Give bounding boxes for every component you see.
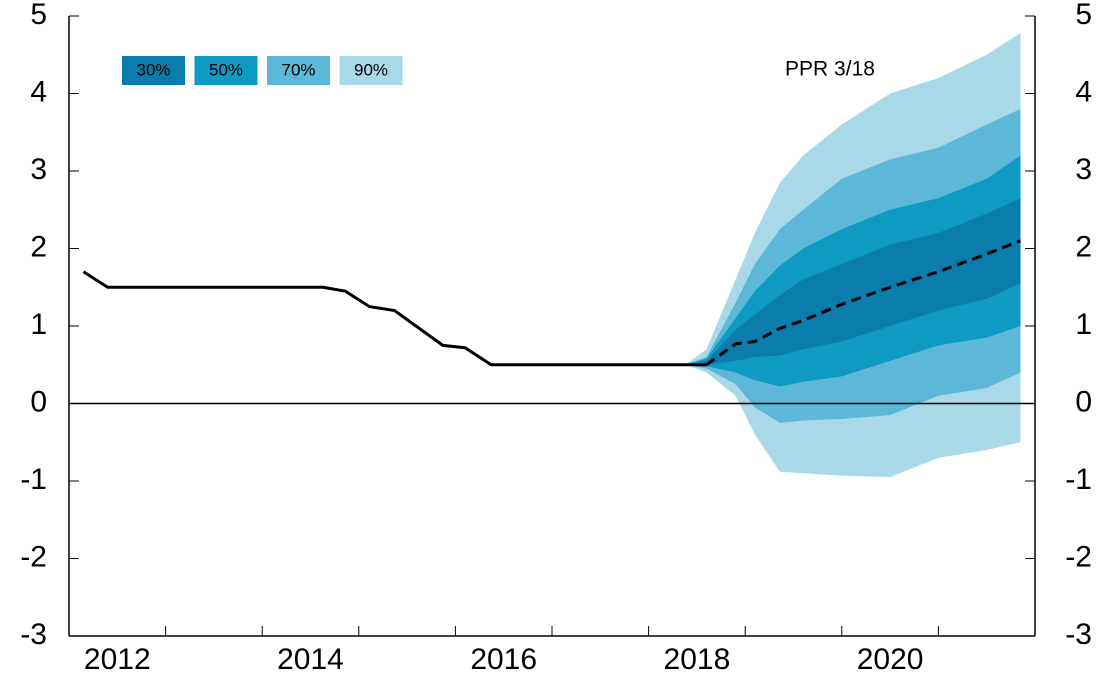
y-tick-label: 4 [30,75,47,108]
y-tick-label: 0 [30,385,47,418]
y-tick-label: 3 [30,153,47,186]
x-tick-label: 2014 [277,643,344,676]
y-tick-label: -2 [20,540,47,573]
legend-label: 70% [281,60,315,79]
y-tick-label: 5 [1075,0,1092,31]
x-tick-label: 2016 [470,643,537,676]
y-tick-label: -2 [1065,540,1092,573]
y-tick-label: 2 [30,230,47,263]
line [705,239,1022,366]
legend-swatch [267,56,330,85]
plot: -3 -3 -2 -2 -1 -1 0 0 1 1 2 2 3 3 4 4 5 5 2012 2014 2016 2018… [20,0,1092,676]
legend-swatch [339,56,403,85]
y-tick-label: 1 [1075,308,1092,341]
y-tick-label: 5 [30,0,47,31]
y-tick-label: 3 [1075,153,1092,186]
y-tick-label: 0 [1075,385,1092,418]
y-tick-label: -3 [20,618,47,651]
legend-swatch [122,56,185,85]
y-tick-label: 1 [30,308,47,341]
x-tick-label: 2020 [857,643,924,676]
fan-band [685,198,1021,365]
annotation: PPR 3/18 [785,58,875,81]
legend-label: 30% [136,60,170,79]
legend-label: 90% [354,60,388,79]
y-tick-label: 4 [1075,75,1092,108]
y-tick-label: -3 [1065,618,1092,651]
legend-swatch [194,56,258,85]
x-tick-label: 2012 [84,643,151,676]
legend-label: 50% [209,60,243,79]
line [82,270,707,367]
y-tick-label: -1 [20,463,47,496]
y-tick-label: 2 [1075,230,1092,263]
x-tick-label: 2018 [664,643,731,676]
y-tick-label: -1 [1065,463,1092,496]
